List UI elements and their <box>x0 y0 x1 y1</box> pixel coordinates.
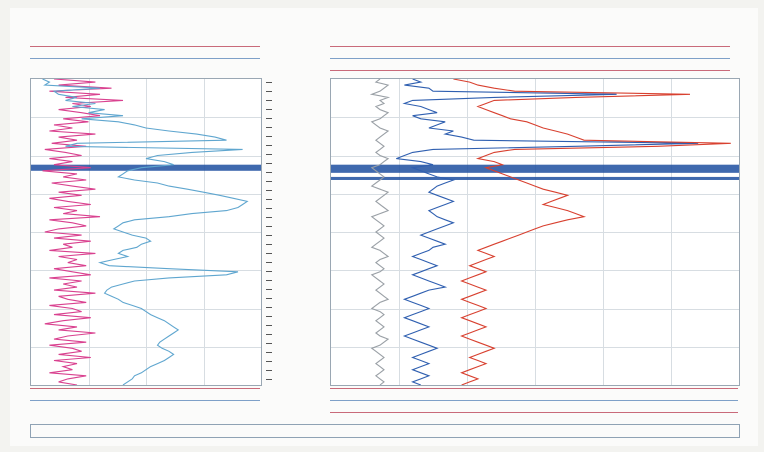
header-right-scale-line-3 <box>330 70 730 71</box>
header-left-row1 <box>30 36 260 46</box>
header-left-scale-line-1 <box>30 46 260 47</box>
footer-left-scale-line-1 <box>30 388 260 389</box>
depth-tick <box>266 343 272 344</box>
depth-tick <box>266 199 272 200</box>
depth-tick <box>266 316 272 317</box>
header-left-row2 <box>30 48 260 58</box>
depth-tick <box>266 235 272 236</box>
footer-right-row1 <box>330 390 738 400</box>
red-curve <box>453 79 731 385</box>
depth-tick <box>266 163 272 164</box>
depth-tick <box>266 190 272 191</box>
grid-line-horizontal <box>31 308 261 310</box>
track-left <box>30 78 262 386</box>
depth-tick <box>266 127 272 128</box>
depth-tick <box>266 334 272 335</box>
header-right-scale-line-1 <box>330 46 730 47</box>
header-right-row3 <box>330 60 730 70</box>
depth-tick <box>266 118 272 119</box>
depth-tick <box>266 370 272 371</box>
log-curves-svg <box>331 79 739 385</box>
depth-tick <box>266 325 272 326</box>
grid-line-horizontal <box>31 346 261 348</box>
depth-tick <box>266 271 272 272</box>
depth-tick <box>266 226 272 227</box>
bottom-caption-box <box>30 424 740 438</box>
depth-tick <box>266 262 272 263</box>
depth-tick <box>266 172 272 173</box>
lithology-band <box>331 176 739 180</box>
footer-left-row2 <box>30 402 260 412</box>
grid-line-horizontal <box>331 232 739 233</box>
depth-tick <box>266 379 272 380</box>
grid-line-horizontal <box>331 193 739 195</box>
depth-tick <box>266 253 272 254</box>
footer-right-row3 <box>330 413 738 423</box>
footer-right-scale-line-1 <box>330 388 738 389</box>
depth-tick <box>266 361 272 362</box>
depth-tick <box>266 208 272 209</box>
depth-tick <box>266 280 272 281</box>
gray-curve <box>369 79 391 385</box>
depth-tick <box>266 154 272 155</box>
track-right <box>330 78 740 386</box>
pink-curve <box>42 79 124 385</box>
header-right-row2 <box>330 48 730 58</box>
grid-line-horizontal <box>331 346 739 348</box>
footer-left-row1 <box>30 390 260 400</box>
header-right-scale-line-2 <box>330 58 730 59</box>
footer-right-scale-line-2 <box>330 400 738 401</box>
depth-tick <box>266 109 272 110</box>
grid-line-horizontal <box>331 117 739 119</box>
depth-tick <box>266 82 272 83</box>
header-right-row1 <box>330 36 730 46</box>
depth-tick <box>266 145 272 146</box>
grid-line-horizontal <box>31 117 261 119</box>
depth-tick <box>266 217 272 218</box>
grid-line-horizontal <box>31 232 261 233</box>
lithology-band <box>331 164 739 173</box>
grid-line-horizontal <box>331 155 739 157</box>
blue-curve <box>396 79 699 385</box>
depth-tick <box>266 100 272 101</box>
depth-tick <box>266 352 272 353</box>
depth-tick <box>266 298 272 299</box>
header-left-scale-line-2 <box>30 58 260 59</box>
footer-right-row2 <box>330 402 738 412</box>
grid-line-horizontal <box>31 270 261 272</box>
grid-line-horizontal <box>331 308 739 310</box>
log-curves-svg <box>31 79 261 385</box>
depth-tick <box>266 91 272 92</box>
depth-tick <box>266 289 272 290</box>
grid-line-horizontal <box>31 155 261 157</box>
depth-tick <box>266 136 272 137</box>
grid-line-horizontal <box>31 193 261 195</box>
footer-left-scale-line-2 <box>30 400 260 401</box>
depth-tick <box>266 307 272 308</box>
grid-line-horizontal <box>331 270 739 272</box>
lightblue-curve <box>42 79 249 385</box>
depth-tick <box>266 244 272 245</box>
footer-right-scale-line-3 <box>330 412 738 413</box>
depth-tick <box>266 181 272 182</box>
